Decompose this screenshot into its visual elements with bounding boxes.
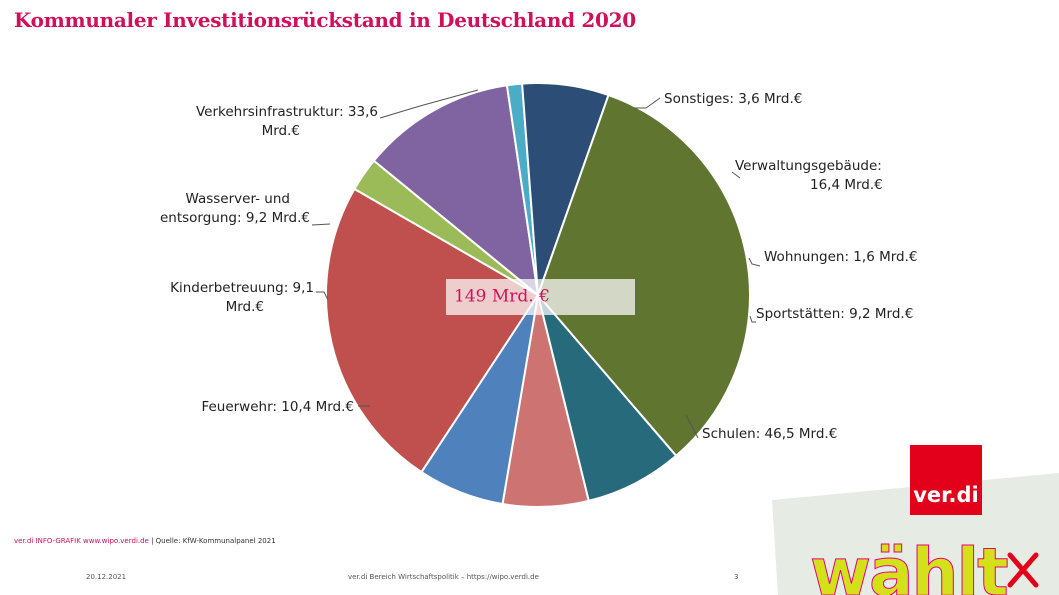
page-number: 3 xyxy=(734,573,739,581)
footer-brand-link[interactable]: ver.di INFO-GRAFIK www.wipo.verdi.de xyxy=(14,537,149,545)
leader-line-7 xyxy=(316,291,329,301)
footer-source-text: | Quelle: KfW-Kommunalpanel 2021 xyxy=(148,537,276,545)
leader-line-4 xyxy=(749,315,756,323)
center-label-box xyxy=(446,279,635,315)
footer-source: ver.di INFO-GRAFIK www.wipo.verdi.de | Q… xyxy=(14,537,276,545)
slice-label-2: Verwaltungsgebäude: 16,4 Mrd.€ xyxy=(735,158,883,193)
pie-slice-5 xyxy=(537,94,751,457)
verdi-logo-text: ver.di xyxy=(913,483,979,507)
center-total-label: 149 Mrd. € xyxy=(454,287,550,307)
pie-slice-6 xyxy=(537,294,678,502)
pie-slices xyxy=(325,82,751,508)
chart-title: Kommunaler Investitionsrückstand in Deut… xyxy=(14,8,636,32)
leader-lines xyxy=(311,89,761,439)
slice-label-9: Verkehrsinfrastruktur: 33,6 Mrd.€ xyxy=(196,104,378,139)
pie-slice-9 xyxy=(325,188,539,474)
slice-label-3: Wohnungen: 1,6 Mrd.€ xyxy=(764,249,917,265)
pie-slice-2 xyxy=(372,84,539,296)
slice-label-4: Sportstätten: 9,2 Mrd.€ xyxy=(756,306,913,322)
slice-labels: Sonstiges: 3,6 Mrd.€ Verwaltungsgebäude: 1… xyxy=(160,91,918,442)
footer-department: ver.di Bereich Wirtschaftspolitik – http… xyxy=(348,573,539,581)
footer-date: 20.12.2021 xyxy=(86,573,127,581)
slice-label-8: Wasserver- und entsorgung: 9,2 Mrd.€ xyxy=(160,191,310,226)
leader-line-1 xyxy=(634,97,661,109)
leader-line-2 xyxy=(731,171,741,179)
leader-line-3 xyxy=(748,257,761,267)
leader-line-8 xyxy=(311,223,331,226)
leader-line-5 xyxy=(685,414,699,439)
slice-label-1: Sonstiges: 3,6 Mrd.€ xyxy=(664,91,802,107)
verdi-logo-box xyxy=(910,445,982,515)
waehlt-slogan: wählt xyxy=(810,534,1008,595)
cross-icon xyxy=(1007,552,1039,588)
slice-label-6: Feuerwehr: 10,4 Mrd.€ xyxy=(201,399,354,415)
verdi-waehlt-logo: ver.di wählt xyxy=(772,445,1059,595)
slice-label-5: Schulen: 46,5 Mrd.€ xyxy=(702,426,837,442)
logo-background xyxy=(772,473,1059,595)
slice-label-7: Kinderbetreuung: 9,1 Mrd.€ xyxy=(170,280,314,315)
leader-line-9 xyxy=(379,89,479,119)
